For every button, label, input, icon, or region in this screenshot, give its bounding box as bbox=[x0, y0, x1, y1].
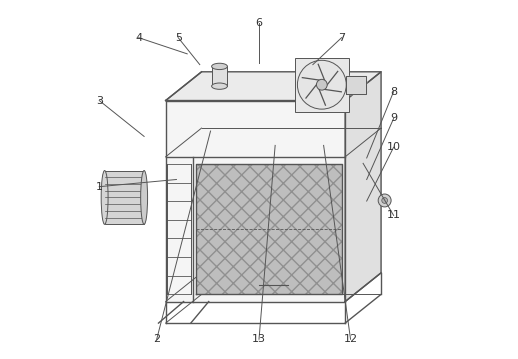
Polygon shape bbox=[166, 101, 345, 302]
Bar bbox=[105, 171, 144, 224]
Ellipse shape bbox=[212, 83, 227, 89]
Text: 6: 6 bbox=[255, 18, 263, 28]
Text: 7: 7 bbox=[338, 33, 345, 43]
Polygon shape bbox=[196, 164, 341, 294]
Text: 5: 5 bbox=[175, 33, 182, 43]
Bar bbox=[212, 66, 227, 86]
Polygon shape bbox=[346, 76, 366, 94]
Circle shape bbox=[382, 197, 387, 203]
Ellipse shape bbox=[212, 63, 227, 70]
Ellipse shape bbox=[141, 171, 148, 224]
Bar bbox=[295, 58, 349, 112]
Polygon shape bbox=[166, 72, 381, 101]
Polygon shape bbox=[345, 72, 381, 302]
Text: 4: 4 bbox=[135, 33, 142, 43]
Circle shape bbox=[378, 194, 391, 207]
Text: 8: 8 bbox=[390, 87, 397, 97]
Text: 2: 2 bbox=[153, 334, 160, 344]
Circle shape bbox=[316, 79, 327, 90]
Circle shape bbox=[297, 60, 346, 109]
Text: 9: 9 bbox=[390, 113, 397, 123]
Ellipse shape bbox=[101, 171, 108, 224]
Text: 3: 3 bbox=[96, 95, 103, 106]
Text: 12: 12 bbox=[343, 334, 357, 344]
Text: 13: 13 bbox=[252, 334, 266, 344]
Text: 1: 1 bbox=[96, 182, 103, 192]
Text: 10: 10 bbox=[386, 142, 400, 152]
Text: 11: 11 bbox=[386, 210, 400, 220]
